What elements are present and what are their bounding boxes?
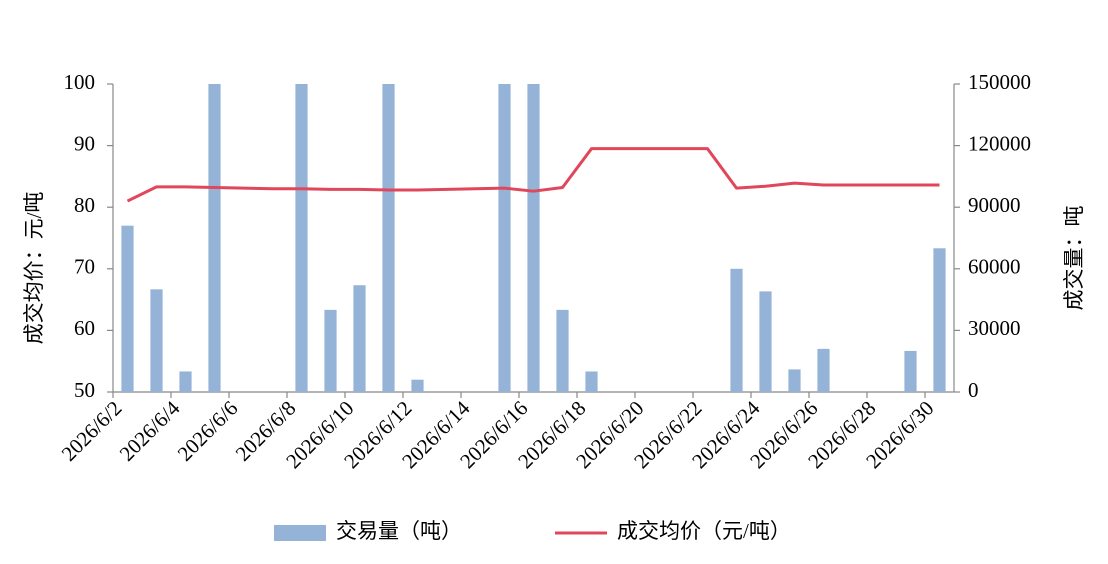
x-tick-label: 2026/6/4: [115, 396, 185, 466]
y2-tick-label: 120000: [968, 131, 1031, 155]
y2-tick-label: 0: [968, 378, 979, 402]
bar: [759, 291, 772, 392]
y2-axis-title: 成交量：吨: [1062, 206, 1086, 311]
legend-label: 交易量（吨）: [336, 519, 462, 543]
y-tick-label: 80: [74, 193, 95, 217]
y2-tick-label: 150000: [968, 70, 1031, 94]
bar: [382, 84, 395, 392]
bar: [730, 268, 743, 392]
y-axis-title: 成交均价：元/吨: [22, 192, 46, 345]
bar: [788, 369, 801, 392]
bar: [179, 371, 192, 392]
y-tick-label: 60: [74, 316, 95, 340]
x-tick-label: 2026/6/6: [173, 396, 243, 466]
x-tick-label: 2026/6/2: [57, 396, 127, 466]
bar: [150, 289, 163, 392]
bar: [585, 371, 598, 392]
bar: [556, 309, 569, 392]
bar: [208, 84, 221, 392]
y2-tick-label: 90000: [968, 193, 1021, 217]
legend-label: 成交均价（元/吨）: [617, 519, 791, 543]
line: [126, 147, 940, 203]
bar: [933, 248, 946, 392]
bar: [295, 84, 308, 392]
y-tick-label: 50: [74, 378, 95, 402]
legend-swatch: [274, 525, 326, 541]
bar: [353, 285, 366, 392]
bar: [411, 379, 424, 392]
bar: [324, 309, 337, 392]
y2-tick-label: 60000: [968, 255, 1021, 279]
bar: [498, 84, 511, 392]
y2-tick-label: 30000: [968, 316, 1021, 340]
bar: [817, 348, 830, 392]
bar: [527, 84, 540, 392]
y-tick-label: 100: [64, 70, 96, 94]
bar: [121, 225, 134, 392]
y-tick-label: 70: [74, 255, 95, 279]
y-tick-label: 90: [74, 131, 95, 155]
bar: [904, 350, 917, 392]
